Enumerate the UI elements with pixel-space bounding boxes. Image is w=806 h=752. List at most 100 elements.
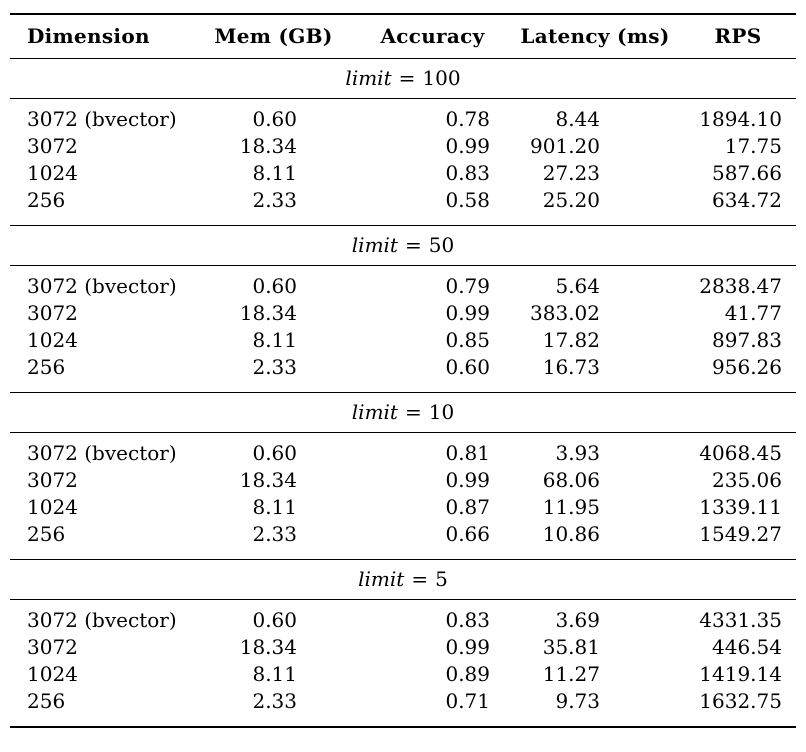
cell-rps: 587.66 (712, 161, 782, 185)
cell-dimension: 1024 (27, 495, 78, 519)
cell-mem-gb: 2.33 (252, 689, 297, 713)
cell-rps: 4331.35 (699, 608, 782, 632)
section-title-equals: = (411, 567, 429, 591)
cell-dimension: 1024 (27, 161, 78, 185)
section-title-value: 100 (422, 66, 461, 90)
section-header-limit-50: limit = 50 (10, 225, 796, 266)
cell-latency-ms: 16.73 (542, 355, 600, 379)
cell-dimension: 256 (27, 355, 66, 379)
cell-accuracy: 0.60 (445, 355, 490, 379)
cell-mem-gb: 0.60 (252, 107, 297, 131)
cell-mem-gb: 8.11 (252, 662, 297, 686)
table-row: 3072 (bvector) 0.60 0.79 5.64 2838.47 (10, 266, 796, 300)
cell-dimension: 3072 (bvector) (27, 274, 177, 298)
table-row: 1024 8.11 0.85 17.82 897.83 (10, 327, 796, 354)
section-title: limit = 50 (10, 225, 796, 266)
col-header-dimension: Dimension (10, 14, 192, 59)
cell-latency-ms: 901.20 (530, 134, 600, 158)
cell-rps: 41.77 (724, 301, 782, 325)
cell-dimension: 3072 (27, 468, 78, 492)
cell-latency-ms: 27.23 (542, 161, 600, 185)
table-row: 3072 (bvector) 0.60 0.83 3.69 4331.35 (10, 600, 796, 634)
cell-latency-ms: 25.20 (542, 188, 600, 212)
cell-latency-ms: 68.06 (542, 468, 600, 492)
table-row: 1024 8.11 0.89 11.27 1419.14 (10, 661, 796, 688)
cell-latency-ms: 10.86 (542, 522, 600, 546)
cell-latency-ms: 11.27 (542, 662, 600, 686)
cell-mem-gb: 18.34 (239, 134, 297, 158)
section-title-variable: limit (351, 233, 398, 257)
section-title-equals: = (404, 233, 422, 257)
section-body-limit-10: 3072 (bvector) 0.60 0.81 3.93 4068.45 30… (10, 433, 796, 560)
cell-accuracy: 0.87 (445, 495, 490, 519)
cell-accuracy: 0.78 (445, 107, 490, 131)
cell-latency-ms: 11.95 (542, 495, 600, 519)
cell-dimension: 3072 (bvector) (27, 107, 177, 131)
cell-rps: 2838.47 (699, 274, 782, 298)
cell-dimension: 1024 (27, 328, 78, 352)
cell-dimension: 3072 (bvector) (27, 608, 177, 632)
col-header-latency-ms: Latency (ms) (510, 14, 680, 59)
cell-mem-gb: 2.33 (252, 355, 297, 379)
section-title-row: limit = 10 (10, 392, 796, 433)
benchmark-table: Dimension Mem (GB) Accuracy Latency (ms)… (10, 13, 796, 728)
section-title-variable: limit (351, 400, 398, 424)
cell-accuracy: 0.89 (445, 662, 490, 686)
col-header-accuracy: Accuracy (355, 14, 510, 59)
cell-accuracy: 0.99 (445, 635, 490, 659)
table-header: Dimension Mem (GB) Accuracy Latency (ms)… (10, 14, 796, 59)
cell-rps: 446.54 (712, 635, 782, 659)
section-title: limit = 5 (10, 559, 796, 600)
cell-latency-ms: 383.02 (530, 301, 600, 325)
section-body-limit-5: 3072 (bvector) 0.60 0.83 3.69 4331.35 30… (10, 600, 796, 728)
cell-rps: 956.26 (712, 355, 782, 379)
cell-accuracy: 0.99 (445, 134, 490, 158)
cell-rps: 897.83 (712, 328, 782, 352)
cell-mem-gb: 0.60 (252, 274, 297, 298)
cell-accuracy: 0.99 (445, 301, 490, 325)
cell-latency-ms: 3.93 (555, 441, 600, 465)
section-title-variable: limit (345, 66, 392, 90)
cell-accuracy: 0.58 (445, 188, 490, 212)
table-row: 3072 (bvector) 0.60 0.78 8.44 1894.10 (10, 99, 796, 133)
cell-rps: 17.75 (724, 134, 782, 158)
cell-mem-gb: 18.34 (239, 468, 297, 492)
cell-dimension: 3072 (bvector) (27, 441, 177, 465)
table-row: 3072 18.34 0.99 35.81 446.54 (10, 634, 796, 661)
cell-accuracy: 0.83 (445, 608, 490, 632)
cell-dimension: 256 (27, 522, 66, 546)
section-title-equals: = (398, 66, 416, 90)
section-body-limit-50: 3072 (bvector) 0.60 0.79 5.64 2838.47 30… (10, 266, 796, 393)
section-title-row: limit = 5 (10, 559, 796, 600)
table-row: 3072 18.34 0.99 68.06 235.06 (10, 467, 796, 494)
section-title-value: 50 (428, 233, 455, 257)
table-row: 256 2.33 0.60 16.73 956.26 (10, 354, 796, 393)
cell-rps: 1549.27 (699, 522, 782, 546)
cell-dimension: 3072 (27, 635, 78, 659)
section-title-value: 10 (428, 400, 455, 424)
cell-rps: 1419.14 (699, 662, 782, 686)
section-header-limit-100: limit = 100 (10, 58, 796, 99)
cell-latency-ms: 35.81 (542, 635, 600, 659)
cell-accuracy: 0.99 (445, 468, 490, 492)
section-title: limit = 10 (10, 392, 796, 433)
table-row: 256 2.33 0.71 9.73 1632.75 (10, 688, 796, 728)
cell-mem-gb: 2.33 (252, 188, 297, 212)
section-title-row: limit = 100 (10, 58, 796, 99)
section-header-limit-10: limit = 10 (10, 392, 796, 433)
cell-latency-ms: 17.82 (542, 328, 600, 352)
cell-mem-gb: 0.60 (252, 608, 297, 632)
cell-accuracy: 0.66 (445, 522, 490, 546)
table-row: 1024 8.11 0.83 27.23 587.66 (10, 160, 796, 187)
col-header-mem-gb: Mem (GB) (192, 14, 355, 59)
cell-latency-ms: 9.73 (555, 689, 600, 713)
cell-accuracy: 0.79 (445, 274, 490, 298)
cell-rps: 634.72 (712, 188, 782, 212)
cell-mem-gb: 18.34 (239, 301, 297, 325)
cell-accuracy: 0.81 (445, 441, 490, 465)
cell-rps: 235.06 (712, 468, 782, 492)
cell-latency-ms: 3.69 (555, 608, 600, 632)
cell-dimension: 3072 (27, 134, 78, 158)
section-title-variable: limit (358, 567, 405, 591)
